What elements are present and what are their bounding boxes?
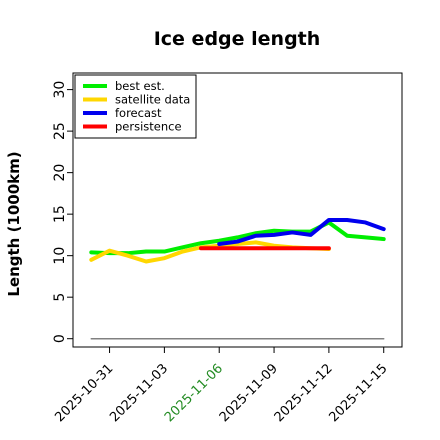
legend: best est.satellite dataforecastpersisten… [74,74,197,139]
x-tick-label: 2025-11-15 [327,361,391,425]
y-tick-label: 0 [52,334,68,343]
y-tick-label: 30 [52,81,68,99]
chart-title: Ice edge length [154,28,321,50]
y-axis: 0 5 10 15 20 25 30 [52,81,73,343]
legend-entry: best est. [115,79,165,93]
y-tick-label: 15 [52,205,68,223]
series-line-forecast [217,217,386,247]
y-axis-label: Length (1000km) [5,151,23,296]
y-tick-label: 20 [52,164,68,182]
legend-entry: forecast [115,106,162,120]
legend-entry: persistence [115,120,182,134]
x-tick-label: 2025-11-09 [217,361,281,425]
x-tick-label: 2025-11-12 [272,361,336,425]
x-axis: 2025-10-312025-11-032025-11-062025-11-09… [52,347,391,425]
legend-entry: satellite data [115,93,190,107]
x-tick-label: 2025-11-03 [107,361,171,425]
series-layer [89,217,386,340]
x-tick-label: 2025-10-31 [52,361,116,425]
series-line-best-est- [89,220,386,256]
y-tick-label: 10 [52,247,68,265]
x-tick-label: 2025-11-06 [162,361,226,425]
y-tick-label: 5 [52,293,68,302]
y-tick-label: 25 [52,122,68,140]
